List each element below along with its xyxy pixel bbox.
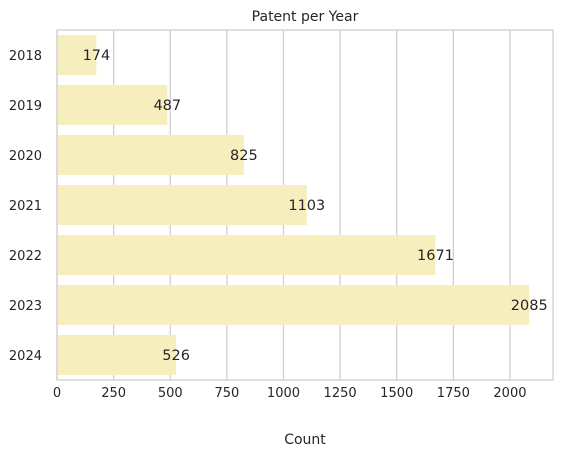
x-tick-label: 500 (158, 386, 183, 401)
data-label-2020: 825 (230, 148, 258, 164)
y-tick-label: 2023 (9, 299, 42, 314)
x-tick-label: 250 (101, 386, 126, 401)
bar-2023 (57, 285, 529, 325)
x-tick-label: 0 (53, 386, 61, 401)
y-tick-label: 2021 (9, 199, 42, 214)
y-tick-label: 2019 (9, 99, 42, 114)
bar-2019 (57, 85, 167, 125)
y-tick-labels: 2018 2019 2020 2021 2022 2023 2024 (9, 49, 42, 364)
x-axis-label: Count (284, 432, 326, 448)
bar-2021 (57, 185, 307, 225)
x-tick-label: 1000 (267, 386, 300, 401)
y-tick-label: 2022 (9, 249, 42, 264)
x-tick-label: 750 (214, 386, 239, 401)
data-label-2022: 1671 (417, 248, 454, 264)
bar-2022 (57, 235, 435, 275)
chart-title: Patent per Year (252, 9, 359, 25)
x-tick-label: 1250 (324, 386, 357, 401)
x-tick-label: 1750 (437, 386, 470, 401)
x-tick-label: 1500 (380, 386, 413, 401)
x-tick-label: 2000 (493, 386, 526, 401)
data-label-2023: 2085 (511, 298, 548, 314)
bar-2024 (57, 335, 176, 375)
y-tick-label: 2020 (9, 149, 42, 164)
y-tick-label: 2024 (9, 349, 42, 364)
data-label-2018: 174 (83, 48, 111, 64)
data-label-2019: 487 (153, 98, 181, 114)
y-tick-label: 2018 (9, 49, 42, 64)
data-label-2024: 526 (162, 348, 190, 364)
bar-2020 (57, 135, 244, 175)
data-label-2021: 1103 (288, 198, 325, 214)
x-tick-labels: 0 250 500 750 1000 1250 1500 1750 2000 (53, 386, 527, 401)
